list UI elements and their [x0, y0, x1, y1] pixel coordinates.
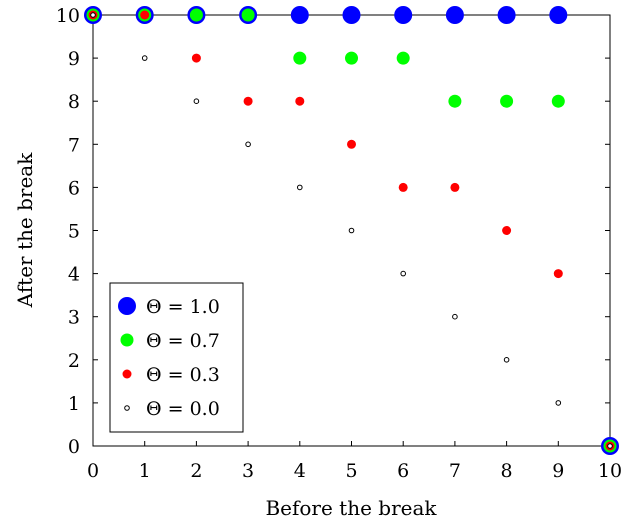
y-axis-title: After the break — [13, 152, 37, 309]
data-point — [140, 10, 150, 20]
legend-marker — [122, 369, 132, 379]
data-point — [342, 6, 361, 24]
data-point — [445, 6, 464, 24]
y-tick-label: 2 — [68, 350, 80, 372]
data-point — [450, 182, 460, 192]
data-point — [245, 141, 251, 148]
data-point — [553, 269, 563, 279]
y-tick-label: 6 — [68, 177, 80, 199]
data-point — [293, 51, 307, 65]
data-point — [193, 98, 200, 104]
data-point — [551, 94, 565, 108]
data-point — [345, 51, 358, 65]
data-point — [290, 6, 309, 24]
data-point — [497, 6, 516, 24]
data-point — [394, 6, 413, 24]
data-point — [549, 6, 568, 24]
x-tick-label: 10 — [598, 460, 622, 482]
data-points — [84, 6, 619, 455]
data-point — [348, 227, 355, 234]
x-axis-title: Before the break — [265, 496, 437, 520]
y-tick-label: 10 — [56, 5, 80, 27]
data-point — [191, 53, 201, 63]
y-tick-label: 0 — [68, 436, 80, 458]
y-tick-label: 9 — [68, 48, 80, 70]
data-point — [448, 94, 462, 108]
y-tick-label: 4 — [68, 264, 80, 286]
data-point — [500, 94, 514, 108]
data-point — [241, 8, 255, 22]
x-tick-label: 5 — [345, 460, 357, 482]
legend-label: Θ = 0.0 — [146, 398, 220, 420]
legend: Θ = 1.0 Θ = 0.7 Θ = 0.3 Θ = 0.0 — [109, 282, 244, 433]
data-point — [400, 270, 407, 277]
x-tick-label: 3 — [242, 460, 254, 482]
legend-marker — [120, 333, 134, 347]
y-tick-label: 3 — [68, 307, 80, 329]
x-tick-label: 8 — [501, 460, 513, 482]
x-tick-label: 0 — [87, 460, 99, 482]
data-point — [90, 12, 96, 18]
legend-marker — [118, 297, 136, 315]
axis-tick-labels: 0 1 2 3 4 5 6 7 8 9 10 0 1 2 3 4 5 6 7 8 9 10 — [56, 5, 622, 482]
x-tick-label: 1 — [139, 460, 151, 482]
legend-label: Θ = 0.3 — [146, 364, 220, 386]
data-point — [555, 400, 562, 406]
x-tick-label: 7 — [449, 460, 461, 482]
data-point — [502, 226, 512, 235]
data-point — [297, 184, 303, 191]
data-point — [503, 357, 510, 363]
y-tick-label: 1 — [68, 393, 80, 415]
data-point — [189, 8, 203, 22]
x-tick-label: 4 — [294, 460, 306, 482]
x-tick-label: 9 — [552, 460, 564, 482]
data-point — [398, 182, 408, 192]
data-point — [396, 51, 410, 65]
legend-marker — [124, 405, 130, 411]
data-point — [141, 55, 148, 61]
legend-label: Θ = 0.7 — [146, 330, 220, 352]
data-point — [607, 443, 613, 449]
y-tick-label: 8 — [68, 91, 80, 113]
data-point — [243, 96, 253, 106]
y-tick-label: 5 — [68, 221, 80, 243]
data-point — [295, 96, 305, 106]
data-point — [452, 313, 458, 320]
legend-label: Θ = 1.0 — [146, 296, 220, 318]
data-point — [347, 139, 356, 149]
y-tick-label: 7 — [68, 134, 80, 156]
x-tick-label: 6 — [397, 460, 409, 482]
x-tick-label: 2 — [190, 460, 202, 482]
